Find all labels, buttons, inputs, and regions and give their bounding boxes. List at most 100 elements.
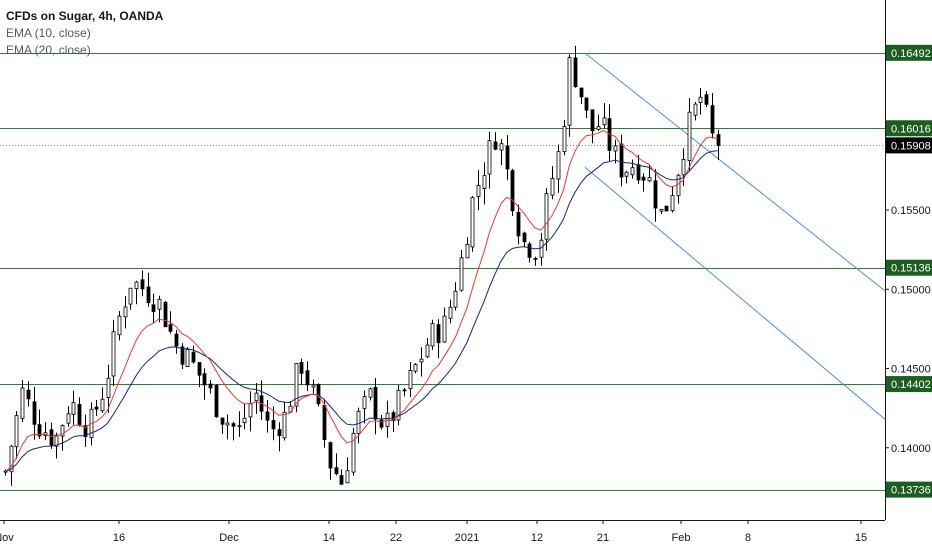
time-tick-label: 14 bbox=[323, 532, 335, 544]
time-axis[interactable]: Nov 16 Dec 14 22 2021 12 21 Feb 8 15 bbox=[0, 520, 885, 544]
channel-line bbox=[584, 52, 886, 292]
candle-down bbox=[83, 425, 88, 437]
price-tick-label: 0.15000 bbox=[891, 284, 931, 296]
candle-down bbox=[619, 143, 624, 178]
candle-down bbox=[299, 361, 304, 374]
candle-down bbox=[191, 351, 196, 363]
candle-up bbox=[106, 377, 111, 398]
price-axis[interactable]: 0.14000 0.14500 0.15000 0.15500 0.16492 0.160… bbox=[885, 0, 932, 520]
candle-up bbox=[134, 281, 139, 289]
candle-up bbox=[487, 140, 492, 175]
candle-down bbox=[579, 87, 584, 98]
candle-up bbox=[647, 177, 652, 182]
candle-up bbox=[66, 413, 71, 424]
chart-legend: CFDs on Sugar, 4h, OANDA EMA (10, close)… bbox=[6, 8, 163, 59]
candle-up bbox=[282, 411, 287, 439]
candle-down bbox=[636, 164, 641, 181]
candle-down bbox=[174, 333, 179, 347]
candle-up bbox=[117, 315, 122, 336]
candle-up bbox=[659, 208, 664, 212]
time-tick-label: Nov bbox=[0, 532, 14, 544]
candle-down bbox=[151, 304, 156, 312]
price-tick-label: 0.15500 bbox=[891, 205, 931, 217]
candle-down bbox=[573, 57, 578, 88]
candle-down bbox=[339, 475, 344, 485]
candle-up bbox=[448, 306, 453, 319]
candle-up bbox=[408, 370, 413, 390]
candle-up bbox=[624, 171, 629, 177]
last-price-tag-label: 0.15908 bbox=[891, 140, 931, 152]
candle-up bbox=[185, 349, 190, 367]
candle-down bbox=[334, 467, 339, 475]
time-tick-label: Feb bbox=[672, 532, 691, 544]
candle-up bbox=[385, 412, 390, 427]
candle-up bbox=[54, 434, 59, 447]
candle-down bbox=[265, 411, 270, 421]
candle-up bbox=[425, 344, 430, 358]
candle-up bbox=[237, 425, 242, 428]
candle-up bbox=[100, 398, 105, 412]
candle-down bbox=[391, 412, 396, 422]
candle-up bbox=[128, 287, 133, 305]
level-tag-label: 0.15136 bbox=[891, 263, 931, 275]
time-tick-label: 15 bbox=[855, 532, 867, 544]
candle-down bbox=[163, 301, 168, 328]
candle-up bbox=[157, 298, 162, 310]
level-tag-label: 0.14402 bbox=[891, 379, 931, 391]
candle-down bbox=[505, 145, 510, 170]
candle-up bbox=[413, 364, 418, 372]
time-tick-label: 8 bbox=[745, 532, 751, 544]
time-tick-label: 12 bbox=[531, 532, 543, 544]
candle-up bbox=[465, 243, 470, 259]
time-tick-label: 16 bbox=[113, 532, 125, 544]
candle-down bbox=[26, 389, 31, 400]
level-tag bbox=[886, 44, 932, 61]
candle-down bbox=[510, 170, 515, 212]
candle-up bbox=[693, 103, 698, 116]
candle-down bbox=[379, 419, 384, 428]
candle-up bbox=[254, 392, 259, 402]
candle-down bbox=[197, 362, 202, 376]
candle-down bbox=[146, 286, 151, 304]
candle-up bbox=[596, 126, 601, 130]
candle-down bbox=[49, 429, 54, 446]
candle-up bbox=[419, 358, 424, 363]
candle-up bbox=[681, 158, 686, 176]
candle-up bbox=[550, 178, 555, 196]
candle-up bbox=[9, 445, 14, 473]
candle-up bbox=[698, 96, 703, 103]
candle-up bbox=[14, 415, 19, 448]
candle-down bbox=[493, 141, 498, 150]
channel-line bbox=[584, 166, 886, 420]
level-tag bbox=[886, 259, 932, 276]
candle-up bbox=[476, 185, 481, 197]
candle-up bbox=[470, 197, 475, 248]
candle-down bbox=[37, 424, 42, 437]
candle-up bbox=[556, 151, 561, 180]
level-tag-label: 0.16016 bbox=[891, 123, 931, 135]
candle-up bbox=[499, 143, 504, 151]
candle-up bbox=[544, 193, 549, 240]
candles bbox=[3, 45, 721, 486]
candle-down bbox=[653, 180, 658, 209]
candle-down bbox=[214, 385, 219, 418]
time-tick-label: 2021 bbox=[455, 532, 479, 544]
ema-20-line bbox=[4, 150, 718, 473]
candle-down bbox=[316, 384, 321, 405]
candle-up bbox=[225, 422, 230, 426]
candle-up bbox=[351, 432, 356, 473]
candle-down bbox=[641, 176, 646, 181]
price-tick-label: 0.14500 bbox=[891, 364, 931, 376]
candle-up bbox=[539, 239, 544, 258]
candle-up bbox=[248, 403, 253, 418]
candle-down bbox=[180, 346, 185, 365]
candle-up bbox=[670, 195, 675, 212]
price-tick-label: 0.14000 bbox=[891, 443, 931, 455]
time-tick-label: 22 bbox=[390, 532, 402, 544]
candle-up bbox=[430, 323, 435, 347]
candle-up bbox=[294, 362, 299, 407]
candle-down bbox=[277, 429, 282, 437]
candle-up bbox=[123, 306, 128, 318]
candle-down bbox=[533, 258, 538, 260]
